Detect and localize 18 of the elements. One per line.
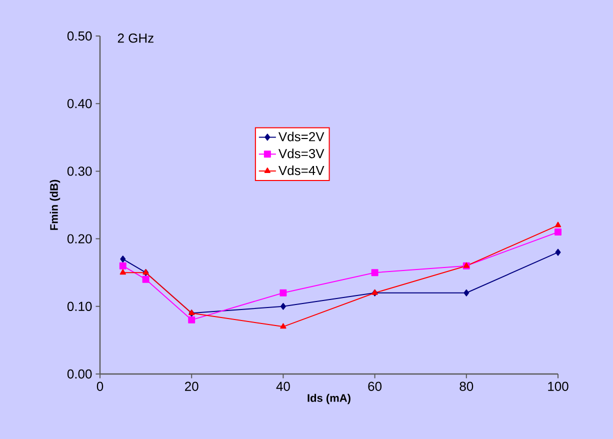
x-axis-title: Ids (mA) — [308, 394, 350, 404]
y-axis-title: Fmin (dB) — [50, 180, 60, 230]
y-tick-label: 0.00 — [67, 369, 92, 379]
y-tick-label: 0.50 — [67, 31, 92, 41]
x-tick-label: 40 — [276, 382, 290, 391]
x-tick-label: 100 — [548, 382, 568, 391]
legend-label: Vds=3V — [278, 148, 324, 158]
x-tick-label: 0 — [96, 382, 104, 391]
y-tick-label: 0.30 — [67, 166, 92, 176]
y-tick-label: 0.10 — [67, 302, 92, 311]
y-tick-label: 0.20 — [67, 234, 92, 244]
x-tick-label: 60 — [368, 382, 382, 391]
y-tick-label: 0.40 — [67, 98, 92, 108]
chart-title: 2 GHz — [118, 34, 154, 43]
legend-label: Vds=4V — [278, 166, 324, 176]
x-tick-label: 20 — [185, 382, 198, 391]
x-tick-label: 80 — [460, 382, 474, 391]
legend-label: Vds=2V — [278, 132, 324, 142]
